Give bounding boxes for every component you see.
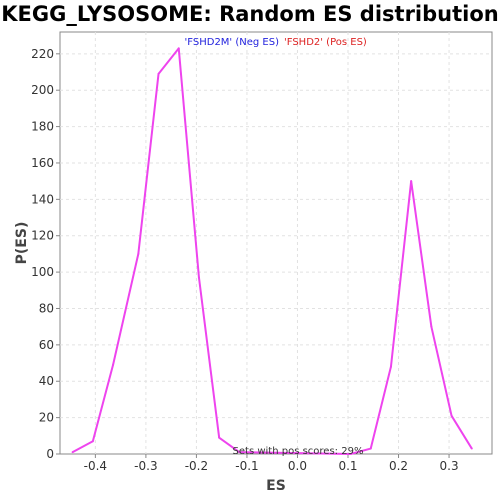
data-point: [91, 440, 94, 443]
x-tick-label: -0.3: [134, 459, 157, 473]
x-tick-label: 0.0: [288, 459, 307, 473]
data-point: [410, 180, 413, 183]
y-axis-ticks: 0 20 40 60 80 100 120 140 160 180 200 220: [31, 47, 60, 461]
data-point: [238, 451, 241, 454]
y-axis-title: P(ES): [14, 222, 30, 265]
y-tick-label: 140: [31, 192, 54, 206]
x-tick-label: 0.3: [440, 459, 459, 473]
data-point: [430, 325, 433, 328]
pos-scores-annotation: Sets with pos scores: 29%: [233, 446, 364, 457]
y-tick-label: 180: [31, 120, 54, 134]
y-tick-label: 20: [39, 411, 54, 425]
data-point: [71, 451, 74, 454]
y-tick-label: 160: [31, 156, 54, 170]
data-point: [197, 276, 200, 279]
x-tick-label: -0.4: [84, 459, 107, 473]
data-point: [470, 447, 473, 450]
x-axis-ticks: -0.4 -0.3 -0.2 -0.1 0.0 0.1 0.2 0.3: [84, 454, 459, 473]
data-point: [157, 72, 160, 75]
data-point: [112, 363, 115, 366]
y-tick-label: 60: [39, 338, 54, 352]
legend-entry-neg: 'FSHD2M' (Neg ES): [185, 37, 280, 48]
y-tick-label: 220: [31, 47, 54, 61]
data-point: [177, 47, 180, 50]
legend-entry-pos: 'FSHD2' (Pos ES): [284, 37, 367, 48]
grid-lines: [60, 32, 492, 454]
x-axis-title: ES: [266, 478, 286, 494]
x-tick-label: 0.2: [389, 459, 408, 473]
y-tick-label: 80: [39, 301, 54, 315]
x-tick-label: -0.2: [185, 459, 208, 473]
y-tick-label: 100: [31, 265, 54, 279]
data-point: [137, 252, 140, 255]
y-tick-label: 40: [39, 374, 54, 388]
data-point: [369, 447, 372, 450]
plot-area: [59, 31, 493, 455]
data-point: [349, 453, 352, 455]
x-tick-label: 0.1: [338, 459, 357, 473]
y-tick-label: 120: [31, 229, 54, 243]
chart-title: KEGG_LYSOSOME: Random ES distribution: [1, 2, 499, 26]
data-point: [389, 365, 392, 368]
y-tick-label: 0: [46, 447, 54, 461]
data-point: [450, 414, 453, 417]
es-distribution-line: [72, 47, 473, 455]
series-group: [71, 47, 473, 455]
data-point: [218, 436, 221, 439]
x-tick-label: -0.1: [235, 459, 258, 473]
y-tick-label: 200: [31, 83, 54, 97]
